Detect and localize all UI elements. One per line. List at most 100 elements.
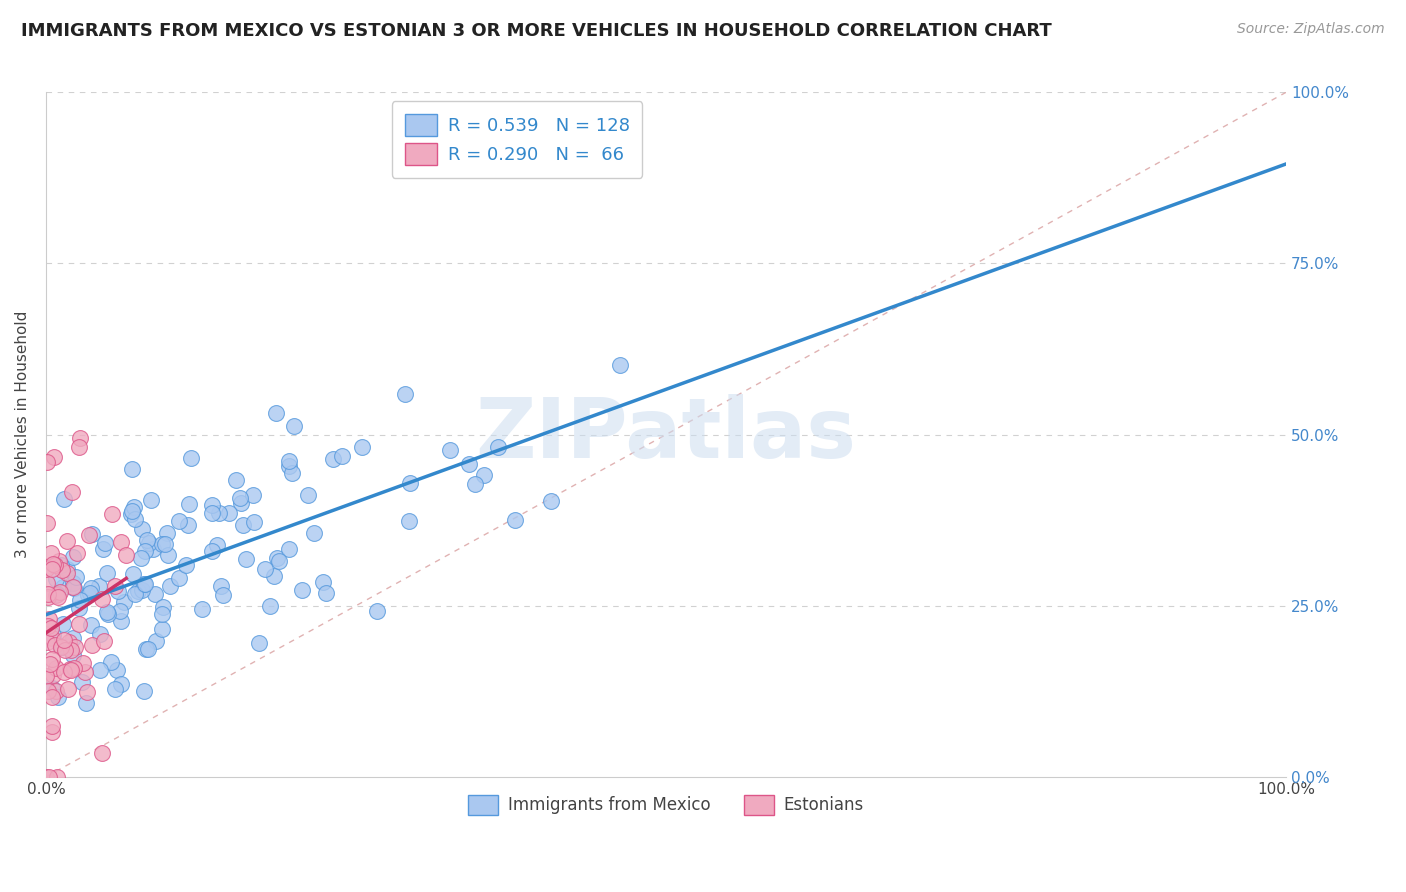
Point [242,515,264,529]
Point [53,491,76,506]
Point [46,590,69,604]
Point [80,618,103,632]
Point [55,562,77,576]
Point [60,485,83,500]
Point [42,450,65,464]
Point [247,636,270,650]
Point [205,538,228,552]
Point [44,558,66,573]
Point [45,572,67,586]
Point [62,575,84,590]
Text: IMMIGRANTS FROM MEXICO VS ESTONIAN 3 OR MORE VEHICLES IN HOUSEHOLD CORRELATION C: IMMIGRANTS FROM MEXICO VS ESTONIAN 3 OR … [21,22,1052,40]
Point [48,554,70,568]
Point [315,586,337,600]
Point [138,536,160,550]
Point [41,546,63,560]
Point [76,685,98,699]
Point [46,587,69,601]
Point [110,534,132,549]
Point [242,488,264,502]
Point [67,617,90,632]
Point [45,588,67,602]
Point [122,500,145,514]
Point [112,595,135,609]
Point [208,506,231,520]
Point [209,579,232,593]
Point [105,663,128,677]
Point [41,668,63,682]
Point [52,665,75,679]
Point [69,431,91,445]
Point [82,638,104,652]
Point [366,604,388,618]
Point [157,548,180,562]
Point [283,418,305,433]
Point [253,562,276,576]
Point [101,508,124,522]
Point [472,468,495,483]
Point [264,406,287,420]
Point [41,681,63,695]
Point [232,518,254,533]
Point [218,506,240,520]
Point [46,690,69,704]
Point [115,548,138,562]
Text: Source: ZipAtlas.com: Source: ZipAtlas.com [1237,22,1385,37]
Point [131,582,153,597]
Point [56,566,79,581]
Point [97,607,120,621]
Point [53,643,76,657]
Point [96,605,118,619]
Point [93,634,115,648]
Point [62,648,84,662]
Point [267,554,290,568]
Point [120,507,142,521]
Point [59,663,82,677]
Point [60,663,83,677]
Point [225,474,247,488]
Point [394,386,416,401]
Point [141,493,163,508]
Point [38,612,60,626]
Point [94,536,117,550]
Point [150,607,173,621]
Point [135,642,157,657]
Point [439,443,461,458]
Point [49,639,72,653]
Point [136,642,159,657]
Point [79,585,101,599]
Point [609,358,631,372]
Point [110,614,132,628]
Point [167,571,190,585]
Point [155,536,177,550]
Point [37,635,59,649]
Point [70,675,93,690]
Point [136,533,159,547]
Point [55,534,77,549]
Point [53,633,76,648]
Point [41,631,63,645]
Point [52,616,75,631]
Point [108,604,131,618]
Point [180,450,202,465]
Point [35,770,58,784]
Point [58,635,80,649]
Point [143,587,166,601]
Point [457,457,479,471]
Point [37,619,59,633]
Point [322,452,344,467]
Point [77,588,100,602]
Point [278,541,301,556]
Point [352,440,374,454]
Point [259,599,281,613]
Point [191,601,214,615]
Point [91,746,114,760]
Point [42,628,65,642]
Point [132,577,155,591]
Point [69,593,91,607]
Point [169,514,191,528]
Point [134,577,156,591]
Point [49,558,72,572]
Point [89,663,111,677]
Point [174,558,197,573]
